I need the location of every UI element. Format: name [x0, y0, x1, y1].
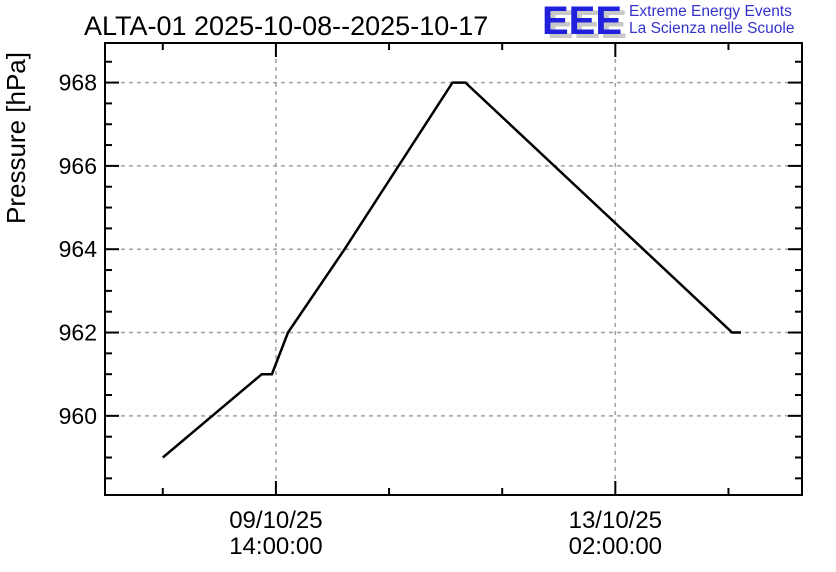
- plot-frame: [104, 42, 803, 496]
- eee-logo-subtitle-line1: Extreme Energy Events: [629, 3, 792, 20]
- y-axis-title: Pressure [hPa]: [1, 52, 31, 224]
- y-tick-label: 966: [59, 153, 97, 179]
- x-tick-label-time: 14:00:00: [229, 533, 322, 560]
- eee-logo: EEE Extreme Energy Events La Scienza nel…: [542, 0, 795, 43]
- y-tick-label: 962: [59, 320, 97, 346]
- chart-title: ALTA-01 2025-10-08--2025-10-17: [84, 11, 489, 41]
- x-tick-label-date: 09/10/25: [229, 507, 322, 534]
- x-tick-label-time: 02:00:00: [569, 533, 662, 560]
- pressure-line: [161, 81, 741, 459]
- y-tick-label: 960: [59, 403, 97, 429]
- eee-logo-subtitle-line2: La Scienza nelle Scuole: [629, 19, 795, 37]
- y-tick-label: 964: [59, 236, 98, 262]
- eee-logo-letters: EEE: [542, 0, 623, 43]
- eee-logo-subtitle: Extreme Energy Events La Scienza nelle S…: [629, 3, 795, 37]
- x-tick-label-date: 13/10/25: [569, 507, 662, 534]
- y-tick-label: 968: [59, 70, 97, 96]
